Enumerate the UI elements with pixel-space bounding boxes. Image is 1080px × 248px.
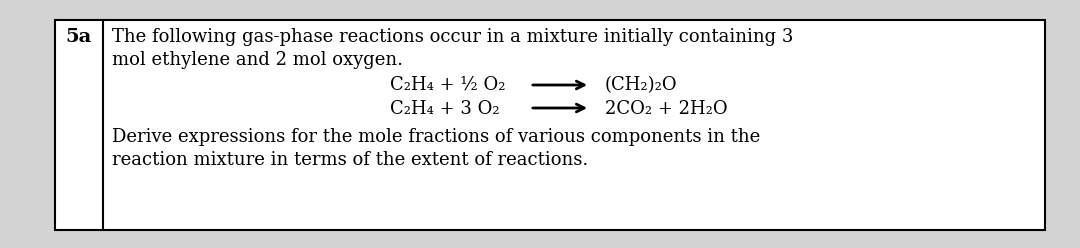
Text: 5a: 5a (65, 28, 92, 46)
Text: 2CO₂ + 2H₂O: 2CO₂ + 2H₂O (605, 100, 728, 118)
Text: reaction mixture in terms of the extent of reactions.: reaction mixture in terms of the extent … (112, 151, 589, 169)
Text: C₂H₄ + ½ O₂: C₂H₄ + ½ O₂ (390, 76, 505, 94)
Bar (55, 20, 1045, 230)
Text: (CH₂)₂O: (CH₂)₂O (605, 76, 677, 94)
Text: C₂H₄ + 3 O₂: C₂H₄ + 3 O₂ (390, 100, 500, 118)
Text: mol ethylene and 2 mol oxygen.: mol ethylene and 2 mol oxygen. (112, 51, 403, 69)
Bar (55, 20, 1045, 230)
Text: The following gas-phase reactions occur in a mixture initially containing 3: The following gas-phase reactions occur … (112, 28, 794, 46)
Text: Derive expressions for the mole fractions of various components in the: Derive expressions for the mole fraction… (112, 128, 760, 146)
